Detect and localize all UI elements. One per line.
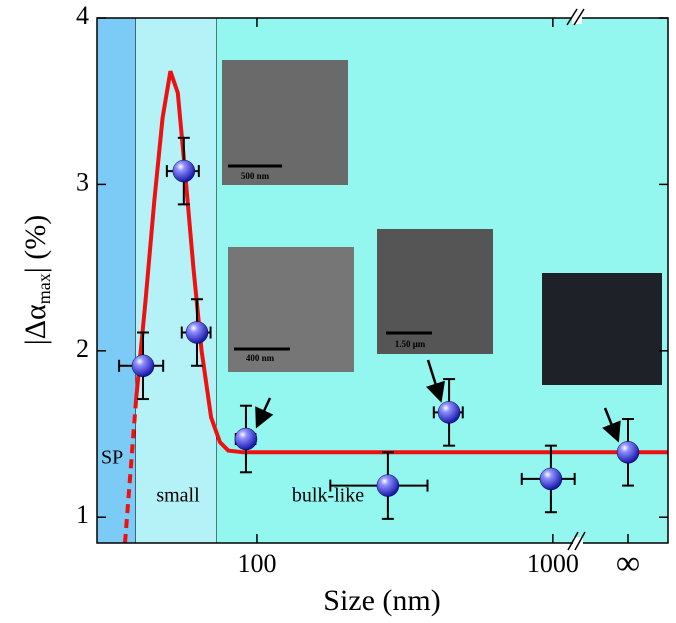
y-tick-label: 1: [76, 500, 89, 529]
x-axis-label: Size (nm): [323, 584, 440, 617]
x-tick-label: 1000: [527, 549, 579, 578]
inset-scale: 500 nm: [241, 171, 270, 181]
y-label-part: | (%): [19, 215, 52, 273]
x-tick-label: 100: [237, 549, 276, 578]
data-point: [235, 428, 257, 450]
data-point: [377, 475, 399, 497]
inset-image: [542, 273, 662, 385]
inset-scale: 1.50 μm: [395, 339, 426, 349]
x-tick-label: ∞: [616, 545, 640, 582]
data-point: [617, 441, 639, 463]
y-tick-label: 4: [76, 1, 89, 30]
y-label-sub: max: [34, 273, 54, 304]
data-point: [132, 355, 154, 377]
y-label-part: |Δα: [19, 304, 52, 345]
inset-scale: 400 nm: [246, 353, 275, 363]
data-point: [173, 160, 195, 182]
y-tick-label: 2: [76, 334, 89, 363]
inset-image: [377, 229, 493, 354]
region-label: SP: [101, 447, 123, 469]
region-label: small: [156, 485, 200, 507]
region-label: bulk-like: [292, 485, 364, 507]
y-tick-label: 3: [76, 167, 89, 196]
data-point: [438, 401, 460, 423]
data-point: [186, 322, 208, 344]
chart: SP small bulk-like 500 nm 400 nm 1.50 μm S…: [0, 0, 676, 623]
data-point: [540, 468, 562, 490]
y-axis-label: |Δαmax| (%): [19, 215, 54, 346]
